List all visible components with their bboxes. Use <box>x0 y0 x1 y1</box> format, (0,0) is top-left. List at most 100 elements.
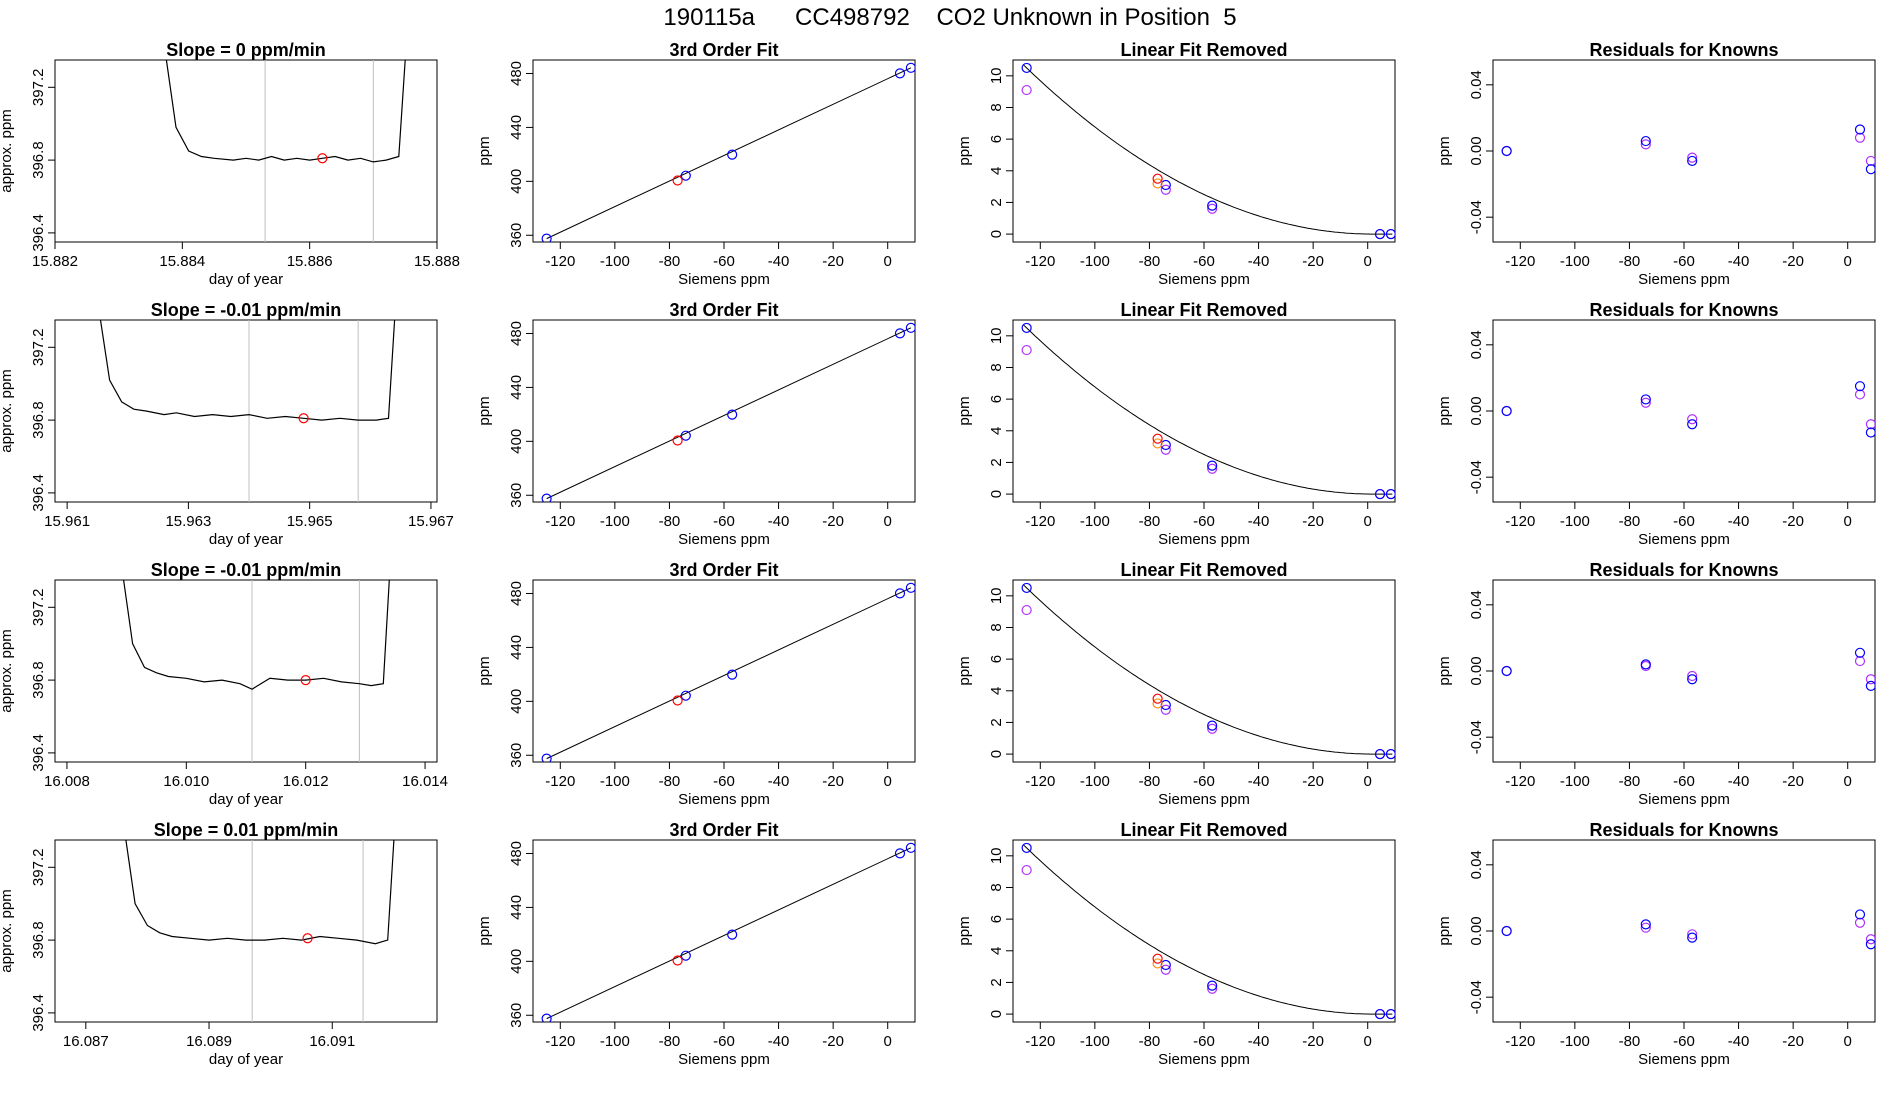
residual-point <box>1854 389 1866 400</box>
known-point <box>905 582 915 593</box>
plot-area <box>1021 842 1395 1020</box>
x-axis-label: day of year <box>209 1051 283 1068</box>
x-tick-label: -80 <box>1619 253 1641 270</box>
x-tick-label: -100 <box>600 773 630 790</box>
x-tick-label: 15.961 <box>44 513 90 530</box>
chart-title: Residuals for Knowns <box>1589 820 1778 840</box>
x-tick-label: 16.091 <box>309 1033 355 1050</box>
fit-line <box>546 847 912 1020</box>
known-point <box>1854 647 1866 658</box>
y-tick-label: 8 <box>988 883 1005 891</box>
residual-point <box>1865 155 1875 167</box>
y-tick-label: 10 <box>988 67 1005 84</box>
residual-point <box>1687 929 1698 940</box>
y-tick-label: 2 <box>988 718 1005 726</box>
x-tick-label: 15.965 <box>287 513 333 530</box>
mean-marker <box>298 413 309 424</box>
x-tick-label: 16.014 <box>402 773 448 790</box>
residual-point <box>1160 704 1171 715</box>
x-tick-label: -60 <box>1673 513 1695 530</box>
known-point <box>1385 748 1395 760</box>
plot-area <box>1021 582 1395 760</box>
known-point <box>727 669 738 680</box>
x-tick-label: -40 <box>1728 773 1750 790</box>
residual-point <box>1640 397 1651 408</box>
x-tick-label: -80 <box>659 1033 681 1050</box>
fit-curve <box>1023 844 1393 1015</box>
chart-title: Linear Fit Removed <box>1120 300 1287 320</box>
y-axis-label: ppm <box>476 916 493 945</box>
y-tick-label: 0.00 <box>1468 656 1485 685</box>
known-point <box>541 753 552 762</box>
plot-area <box>123 580 390 762</box>
x-tick-label: -80 <box>659 253 681 270</box>
known-point <box>1501 405 1512 417</box>
y-tick-label: 0 <box>988 230 1005 238</box>
x-tick-label: -60 <box>713 1033 735 1050</box>
chart-panel-residuals-1: Residuals for Knowns -120 -100 -80 -60 -40 -20… <box>1436 40 1876 288</box>
y-tick-label: 2 <box>988 978 1005 986</box>
known-point <box>1374 488 1386 500</box>
plot-area <box>1501 909 1875 950</box>
residual-point <box>1207 723 1218 734</box>
residual-point <box>1021 344 1032 356</box>
x-tick-label: 0 <box>884 773 892 790</box>
y-tick-label: 396.4 <box>30 994 47 1032</box>
y-tick-label: 396.8 <box>30 401 47 439</box>
x-tick-label: -60 <box>1193 253 1215 270</box>
known-point <box>727 149 738 160</box>
y-axis-label: ppm <box>1436 396 1453 425</box>
x-tick-label: -80 <box>659 513 681 530</box>
plot-frame <box>1012 579 1396 763</box>
residual-point <box>1854 132 1866 143</box>
unknown-point <box>1152 953 1163 964</box>
chart-panel-time-series-1: Slope = 0 ppm/min 15.882 15.884 15.886 15.88… <box>0 40 460 288</box>
y-tick-label: 400 <box>508 169 525 194</box>
x-tick-label: -40 <box>768 513 790 530</box>
mean-marker <box>302 933 313 944</box>
y-tick-label: 440 <box>508 375 525 400</box>
x-tick-label: -100 <box>1080 253 1110 270</box>
x-tick-label: 0 <box>884 513 892 530</box>
x-tick-label: -60 <box>1673 773 1695 790</box>
known-point <box>1687 932 1698 943</box>
plot-frame <box>1012 59 1396 243</box>
x-tick-label: -80 <box>659 773 681 790</box>
x-tick-label: -100 <box>600 253 630 270</box>
x-tick-label: -20 <box>822 253 844 270</box>
x-tick-label: 0 <box>1364 513 1372 530</box>
x-tick-label: -40 <box>1248 513 1270 530</box>
chart-title: 3rd Order Fit <box>669 300 778 320</box>
known-point <box>1385 228 1395 240</box>
y-axis-label: approx. ppm <box>0 629 15 712</box>
y-tick-label: 4 <box>988 947 1005 955</box>
x-tick-label: -20 <box>1782 253 1804 270</box>
plot-area <box>125 840 395 1022</box>
y-tick-label: 400 <box>508 689 525 714</box>
y-axis-label: ppm <box>476 136 493 165</box>
y-tick-label: 360 <box>508 743 525 768</box>
x-tick-label: -100 <box>1080 773 1110 790</box>
known-point <box>541 493 552 502</box>
residual-point <box>1207 983 1218 994</box>
known-point <box>1501 145 1512 157</box>
y-tick-label: 397.2 <box>30 849 47 887</box>
known-point <box>1021 322 1032 334</box>
known-point <box>1160 699 1171 711</box>
x-tick-label: -120 <box>1025 253 1055 270</box>
known-point <box>1501 925 1512 937</box>
y-tick-label: 0.00 <box>1468 136 1485 165</box>
known-point <box>1865 939 1875 950</box>
y-tick-label: 396.8 <box>30 921 47 959</box>
y-tick-label: 8 <box>988 363 1005 371</box>
x-tick-label: -80 <box>1619 1033 1641 1050</box>
plot-frame <box>54 579 438 763</box>
residual-point <box>1854 655 1866 667</box>
y-tick-label: 360 <box>508 483 525 508</box>
y-tick-label: 6 <box>988 915 1005 923</box>
mean-marker <box>300 674 311 686</box>
known-point <box>727 929 738 940</box>
trace-line <box>123 580 390 690</box>
known-point <box>894 68 906 79</box>
y-tick-label: 480 <box>508 581 525 606</box>
